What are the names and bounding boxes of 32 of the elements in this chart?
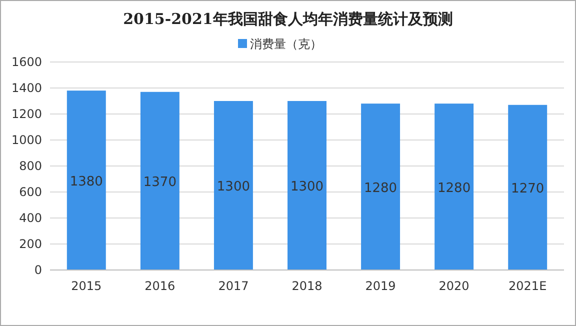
x-tick-label: 2020	[438, 279, 470, 293]
data-label: 1280	[364, 180, 398, 196]
x-tick-label: 2016	[144, 279, 176, 293]
x-tick-label: 2018	[292, 279, 322, 293]
legend-label: 消费量（克）	[250, 37, 322, 51]
x-tick-label: 2021E	[508, 279, 547, 293]
x-tick-label: 2019	[365, 279, 396, 293]
data-label: 1370	[143, 174, 176, 190]
bar	[434, 104, 474, 270]
bar	[288, 101, 326, 270]
y-tick-label: 1200	[11, 107, 42, 121]
data-label: 1270	[511, 181, 544, 196]
bar	[361, 104, 400, 270]
y-tick-label: 200	[19, 237, 42, 251]
data-label: 1300	[216, 180, 250, 194]
y-tick-label: 1000	[11, 133, 42, 147]
data-label: 1300	[290, 180, 324, 194]
y-tick-label: 1600	[11, 55, 42, 69]
bar	[214, 101, 253, 270]
y-tick-label: 400	[19, 211, 42, 225]
y-tick-label: 0	[34, 263, 42, 277]
y-tick-label: 800	[19, 159, 42, 173]
chart-title: 2015-2021年我国甜食人均年消费量统计及预测	[123, 10, 453, 28]
data-label: 1380	[70, 174, 103, 190]
y-tick-label: 1400	[11, 81, 42, 95]
data-label: 1280	[438, 180, 471, 196]
bar	[140, 92, 180, 270]
x-tick-label: 2017	[218, 279, 249, 293]
y-tick-label: 600	[19, 185, 42, 199]
bar	[508, 104, 548, 270]
x-tick-label: 2015	[71, 279, 102, 293]
bar	[66, 90, 106, 270]
